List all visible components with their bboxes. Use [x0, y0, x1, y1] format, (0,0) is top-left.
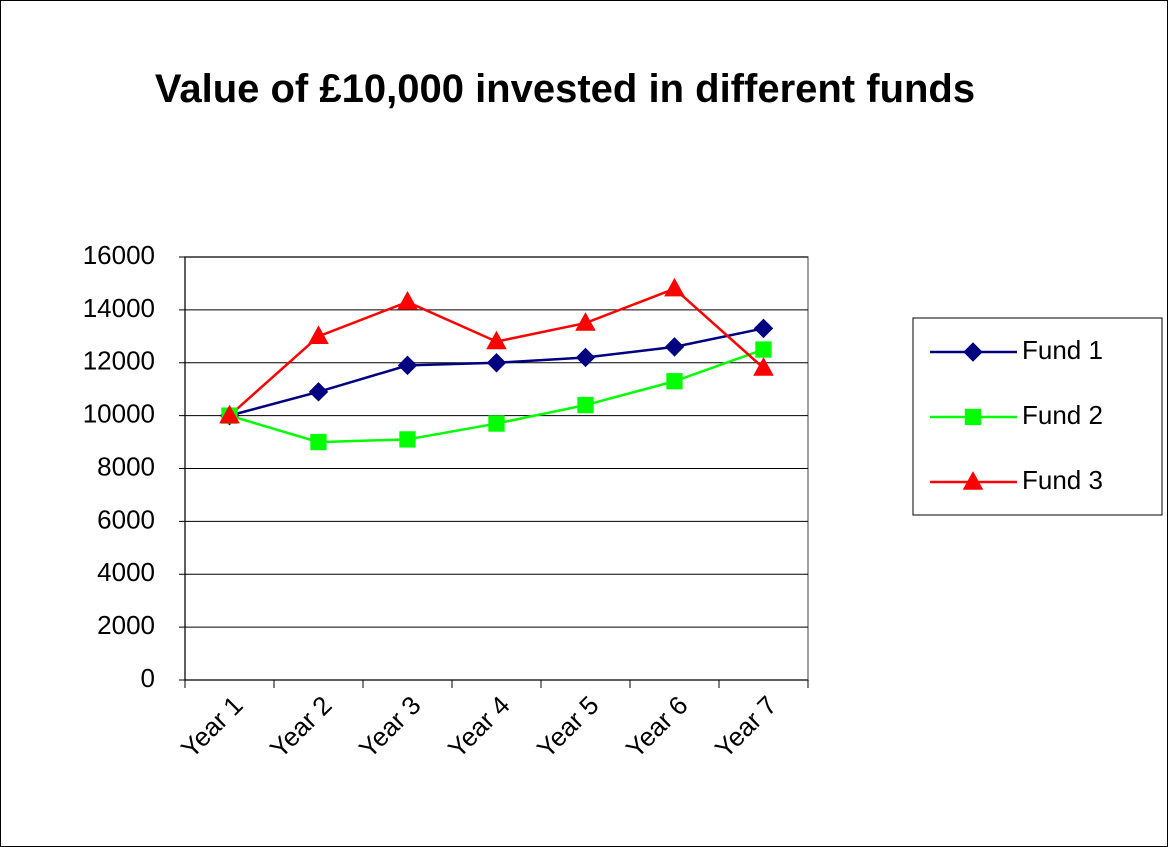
y-tick-label: 4000 — [97, 557, 155, 587]
y-tick-label: 16000 — [83, 240, 155, 270]
chart-title: Value of £10,000 invested in different f… — [154, 67, 976, 111]
marker — [486, 353, 507, 373]
y-tick-label: 6000 — [97, 504, 155, 534]
marker — [577, 396, 594, 414]
x-tick-label: Year 5 — [531, 690, 605, 764]
marker — [666, 373, 683, 390]
y-tick-label: 2000 — [97, 610, 155, 640]
x-tick-label: Year 6 — [620, 690, 694, 764]
marker — [964, 408, 982, 426]
x-tick-label: Year 7 — [709, 690, 783, 764]
y-tick-label: 14000 — [83, 293, 155, 323]
y-tick-label: 8000 — [97, 451, 155, 481]
marker — [962, 471, 984, 490]
marker — [753, 318, 774, 339]
legend-label: Fund 3 — [1022, 465, 1103, 495]
y-tick-label: 10000 — [83, 399, 155, 429]
x-tick-label: Year 4 — [442, 690, 516, 764]
marker — [963, 342, 983, 362]
y-tick-label: 0 — [141, 663, 155, 693]
y-tick-label: 12000 — [83, 346, 155, 376]
marker — [397, 355, 418, 376]
marker — [308, 325, 329, 345]
legend-label: Fund 2 — [1022, 400, 1103, 430]
legend-label: Fund 1 — [1022, 335, 1103, 365]
x-tick-label: Year 3 — [353, 690, 427, 764]
marker — [755, 341, 772, 358]
marker — [664, 337, 685, 357]
marker — [308, 382, 329, 402]
x-tick-label: Year 2 — [264, 690, 338, 764]
marker — [575, 347, 596, 368]
marker — [488, 415, 505, 432]
marker — [486, 330, 507, 350]
marker — [219, 404, 240, 424]
marker — [399, 431, 416, 448]
marker — [664, 277, 685, 297]
marker — [575, 312, 596, 331]
marker — [397, 291, 418, 310]
marker — [753, 357, 774, 376]
marker — [310, 433, 327, 451]
x-tick-label: Year 1 — [175, 690, 249, 764]
